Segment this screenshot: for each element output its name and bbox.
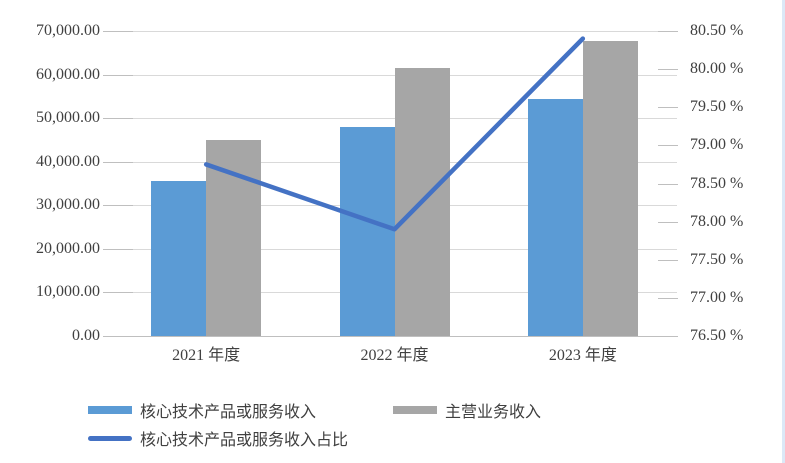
legend: 核心技术产品或服务收入 主营业务收入 核心技术产品或服务收入占比 [88, 396, 708, 452]
image-right-edge-line [782, 0, 785, 463]
right-axis-tick-label: 77.00 % [690, 288, 744, 306]
gridline [112, 336, 677, 337]
left-axis-tick-label: 10,000.00 [36, 283, 100, 301]
bar-core-2023 [527, 98, 583, 336]
right-axis-tick [658, 259, 678, 261]
bar-core-2021 [151, 181, 207, 336]
right-axis-tick-label: 79.00 % [690, 136, 744, 154]
left-axis-tick-label: 30,000.00 [36, 196, 100, 214]
ratio-line-swatch-icon [88, 435, 132, 441]
x-axis-label: 2021 年度 [172, 347, 241, 364]
left-axis-tick [103, 31, 133, 32]
right-axis-tick [658, 69, 678, 71]
left-axis-tick-label: 50,000.00 [36, 109, 100, 127]
core-revenue-swatch-icon [88, 406, 132, 414]
bar-main-2023 [582, 41, 638, 336]
left-axis-tick-label: 60,000.00 [36, 65, 100, 83]
right-axis-tick-label: 78.00 % [690, 212, 744, 230]
x-axis-label: 2023 年度 [548, 347, 617, 364]
legend-label-main-revenue: 主营业务收入 [445, 404, 542, 421]
right-axis-tick [658, 336, 678, 337]
bar-core-2022 [339, 127, 395, 336]
left-axis-tick [103, 292, 133, 294]
right-axis-tick [658, 183, 678, 185]
left-axis-tick [103, 205, 133, 207]
left-axis-tick [103, 161, 133, 163]
bar-main-2021 [206, 140, 262, 336]
bar-main-2022 [394, 68, 450, 336]
left-axis-tick [103, 118, 133, 120]
right-axis-tick-label: 79.50 % [690, 98, 744, 116]
right-axis-tick-label: 80.00 % [690, 60, 744, 78]
left-axis-tick-label: 20,000.00 [36, 239, 100, 257]
left-axis-tick-label: 0.00 [72, 327, 100, 344]
left-axis-tick-label: 40,000.00 [36, 152, 100, 170]
gridline [112, 31, 677, 32]
left-axis-tick [103, 336, 133, 337]
legend-item-ratio: 核心技术产品或服务收入占比 [88, 426, 348, 450]
right-axis-tick-label: 77.50 % [690, 250, 744, 268]
left-axis-tick [103, 74, 133, 76]
left-axis-tick-label: 70,000.00 [36, 22, 100, 39]
legend-label-core-revenue: 核心技术产品或服务收入 [140, 404, 317, 421]
right-axis-tick-label: 80.50 % [690, 22, 744, 39]
legend-item-core-revenue: 核心技术产品或服务收入 [88, 398, 316, 422]
right-axis-tick [658, 107, 678, 109]
main-revenue-swatch-icon [393, 406, 437, 414]
legend-label-ratio: 核心技术产品或服务收入占比 [140, 432, 349, 449]
right-axis-tick [658, 31, 678, 32]
right-axis-tick [658, 145, 678, 147]
right-axis-tick [658, 221, 678, 223]
left-axis-tick [103, 248, 133, 250]
x-axis-label: 2022 年度 [360, 347, 429, 364]
legend-item-main-revenue: 主营业务收入 [393, 398, 541, 422]
right-axis-tick [658, 297, 678, 299]
right-axis-tick-label: 78.50 % [690, 174, 744, 192]
right-axis-tick-label: 76.50 % [690, 327, 744, 344]
